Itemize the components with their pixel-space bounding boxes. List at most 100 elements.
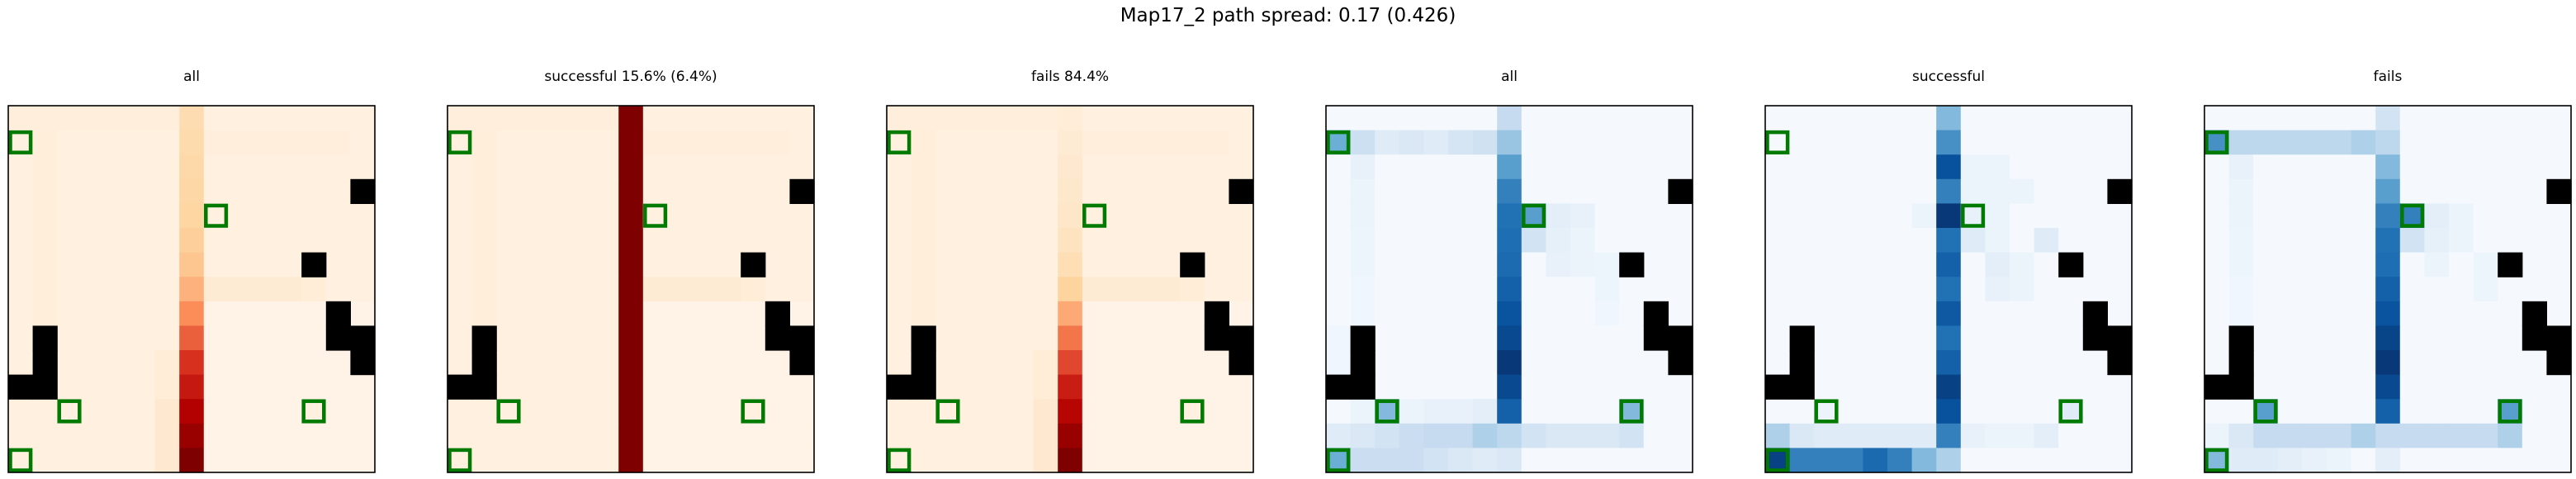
heatmap-cell	[325, 203, 351, 229]
heatmap-cell	[2327, 448, 2352, 473]
heatmap-cell	[2107, 399, 2133, 424]
heatmap-cell	[2010, 106, 2035, 131]
heatmap-cell	[2228, 178, 2254, 204]
heatmap-cell	[2327, 178, 2352, 204]
obstacle-cell	[1180, 252, 1205, 277]
heatmap-cell	[277, 301, 302, 326]
heatmap-cell	[1058, 399, 1083, 424]
heatmap-cell	[1838, 130, 1863, 155]
heatmap-cell	[2473, 325, 2498, 351]
heatmap-cell	[57, 301, 83, 326]
heatmap-cell	[496, 154, 522, 180]
heatmap-cell	[1619, 423, 1645, 448]
heatmap-cell	[447, 252, 473, 277]
heatmap-cell	[2302, 399, 2327, 424]
heatmap-cell	[2351, 448, 2376, 473]
heatmap-cell	[520, 325, 546, 351]
heatmap-cell	[1546, 106, 1571, 131]
target-marker	[1765, 448, 1790, 472]
heatmap-cell	[277, 399, 302, 424]
heatmap-cell	[2546, 423, 2572, 448]
heatmap-cell	[1887, 277, 1913, 302]
heatmap-cell	[1521, 106, 1546, 131]
heatmap-cell	[2034, 228, 2059, 254]
heatmap-cell	[1423, 106, 1449, 131]
heatmap-cell	[1863, 154, 1888, 180]
heatmap-cell	[277, 448, 302, 473]
heatmap-cell	[594, 252, 619, 277]
heatmap-cell	[1155, 228, 1181, 254]
heatmap-cell	[984, 277, 1010, 302]
heatmap-cell	[1643, 178, 1669, 204]
heatmap-cell	[2302, 374, 2327, 400]
heatmap-cell	[2034, 374, 2059, 400]
heatmap-cell	[1106, 106, 1132, 131]
heatmap-cell	[2082, 130, 2108, 155]
heatmap-cell	[154, 325, 180, 351]
heatmap-cell	[228, 178, 253, 204]
heatmap-cell	[2449, 448, 2474, 473]
heatmap-cell	[154, 228, 180, 254]
heatmap-cell	[1326, 350, 1352, 376]
heatmap-cell	[2424, 325, 2450, 351]
obstacle-cell	[1229, 325, 1254, 351]
heatmap-cell	[1594, 106, 1620, 131]
heatmap-cell	[1594, 448, 1620, 473]
heatmap-cell	[570, 178, 595, 204]
heatmap-cell	[179, 325, 205, 351]
heatmap-cell	[1960, 399, 1986, 424]
heatmap-cell	[277, 325, 302, 351]
heatmap-cell	[1936, 399, 1962, 424]
heatmap-cell	[2399, 130, 2425, 155]
heatmap-cell	[1497, 350, 1522, 376]
heatmap-cell	[642, 350, 668, 376]
heatmap-cell	[1497, 106, 1522, 131]
heatmap-cell	[32, 277, 58, 302]
heatmap-cell	[179, 178, 205, 204]
heatmap-cell	[887, 325, 912, 351]
heatmap-cell	[1375, 374, 1400, 400]
heatmap-cell	[2327, 228, 2352, 254]
heatmap-cell	[203, 178, 229, 204]
heatmap-cell	[2058, 228, 2084, 254]
heatmap-cell	[253, 423, 278, 448]
heatmap-cell	[2399, 228, 2425, 254]
heatmap-cell	[130, 301, 156, 326]
heatmap-cell	[570, 277, 595, 302]
heatmap-cell	[277, 228, 302, 254]
obstacle-cell	[1350, 325, 1376, 351]
target-marker	[1961, 203, 1986, 228]
heatmap-cell	[1009, 154, 1035, 180]
heatmap-cell	[1423, 350, 1449, 376]
heatmap-cell	[984, 350, 1010, 376]
target-marker	[8, 130, 33, 154]
heatmap-cell	[496, 178, 522, 204]
heatmap-cell	[1155, 130, 1181, 155]
heatmap-cell	[1497, 448, 1522, 473]
heatmap-cell	[959, 399, 985, 424]
panel-frame	[7, 105, 376, 473]
heatmap-cell	[642, 106, 668, 131]
heatmap-cell	[692, 399, 717, 424]
heatmap-cell	[984, 374, 1010, 400]
heatmap-cell	[1106, 154, 1132, 180]
heatmap-cell	[887, 154, 912, 180]
heatmap-cell	[1497, 301, 1522, 326]
heatmap-cell	[1399, 106, 1424, 131]
heatmap-cell	[1765, 154, 1791, 180]
heatmap-cell	[496, 130, 522, 155]
heatmap-cell	[325, 374, 351, 400]
heatmap-cell	[887, 203, 912, 229]
heatmap-cell	[1594, 252, 1620, 277]
heatmap-cell	[2107, 228, 2133, 254]
heatmap-cell	[789, 301, 815, 326]
obstacle-cell	[1789, 325, 1815, 351]
heatmap-cell	[1082, 325, 1107, 351]
heatmap-cell	[253, 448, 278, 473]
heatmap-cell	[1058, 448, 1083, 473]
heatmap-cell	[1033, 203, 1058, 229]
panel-title-5: successful	[1912, 69, 1985, 85]
heatmap-cell	[1546, 252, 1571, 277]
obstacle-cell	[1668, 325, 1693, 351]
obstacle-cell	[2228, 325, 2254, 351]
